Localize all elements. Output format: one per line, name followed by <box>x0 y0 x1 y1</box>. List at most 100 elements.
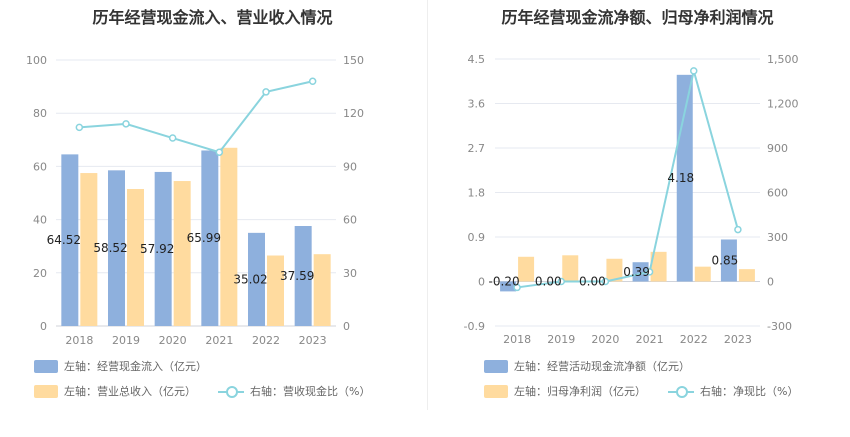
line-point <box>513 283 521 292</box>
y-left-tick-label: 2.7 <box>468 142 486 155</box>
legend-swatch <box>668 385 694 398</box>
y-right-tick-label: 600 <box>767 187 788 200</box>
y-right-tick-label: 60 <box>343 214 357 227</box>
line-point <box>645 268 654 276</box>
line-point <box>168 134 177 142</box>
y-left-tick-label: 1.8 <box>468 187 486 200</box>
bar <box>650 251 667 282</box>
line-point <box>122 120 130 128</box>
bar <box>220 147 238 326</box>
data-label: 0.39 <box>623 265 650 279</box>
line-point <box>308 77 317 86</box>
bar <box>518 256 535 282</box>
bar <box>500 281 517 292</box>
y-right-tick-label: 30 <box>343 267 357 280</box>
y-right-tick-label: 0 <box>343 320 350 333</box>
x-tick-label: 2021 <box>205 334 233 347</box>
x-tick-label: 2023 <box>724 333 752 346</box>
y-right-tick-label: -300 <box>767 320 792 333</box>
bar <box>61 154 79 326</box>
panel-divider <box>427 0 428 410</box>
x-tick-label: 2019 <box>112 334 140 347</box>
y-right-tick-label: 120 <box>343 107 364 120</box>
legend-swatch <box>484 384 508 398</box>
bar <box>738 269 755 282</box>
y-right-tick-label: 150 <box>343 54 364 67</box>
y-right-tick-label: 0 <box>767 276 774 289</box>
bar <box>720 239 737 282</box>
legend-label: 右轴：净现比（%） <box>700 385 799 398</box>
legend-item-cash-ratio[interactable]: 右轴：净现比（%） <box>668 383 798 399</box>
x-tick-label: 2021 <box>636 333 664 346</box>
line-point <box>601 277 610 286</box>
line-point <box>262 88 270 96</box>
data-label: 0.00 <box>535 275 562 289</box>
x-tick-label: 2023 <box>299 334 327 347</box>
data-label: 0.00 <box>579 275 606 289</box>
legend-label: 左轴：归母净利润（亿元） <box>514 385 646 398</box>
line-point <box>690 67 698 75</box>
data-label: 4.18 <box>667 171 694 185</box>
x-tick-label: 2020 <box>159 334 187 347</box>
legend-swatch <box>218 385 244 398</box>
data-label: 57.92 <box>140 242 174 256</box>
x-tick-label: 2020 <box>591 333 619 346</box>
legend-swatch <box>34 384 58 398</box>
bar <box>562 255 579 282</box>
legend-item-revenue[interactable]: 左轴：营业总收入（亿元） <box>34 383 196 399</box>
legend-item-ratio[interactable]: 右轴：营收现金比（%） <box>218 383 370 399</box>
legend-swatch <box>484 359 508 373</box>
bar <box>294 226 312 326</box>
bar <box>267 255 284 326</box>
y-right-tick-label: 900 <box>767 142 788 155</box>
legend-label: 左轴：营业总收入（亿元） <box>64 385 196 398</box>
data-label: 65.99 <box>187 231 221 245</box>
bar <box>108 170 125 326</box>
bar <box>248 232 265 326</box>
y-right-tick-label: 90 <box>343 160 357 173</box>
legend-item-net-cashflow[interactable]: 左轴：经营活动现金流净额（亿元） <box>484 358 690 374</box>
line-point <box>557 277 565 286</box>
bar <box>154 171 172 326</box>
legend-label: 右轴：营收现金比（%） <box>250 385 371 398</box>
chart-title: 历年经营现金流净额、归母净利润情况 <box>501 8 774 27</box>
legend-swatch <box>34 359 58 373</box>
data-label: 58.52 <box>93 241 127 255</box>
y-left-tick-label: 40 <box>33 214 47 227</box>
data-label: 37.59 <box>280 269 314 283</box>
data-label: 0.85 <box>712 253 739 267</box>
y-right-tick-label: 1,200 <box>767 98 799 111</box>
x-tick-label: 2018 <box>503 333 531 346</box>
legend-label: 左轴：经营现金流入（亿元） <box>64 360 207 373</box>
series-line <box>516 70 739 289</box>
bar <box>201 150 219 326</box>
bar <box>80 173 98 326</box>
y-left-tick-label: 20 <box>33 267 47 280</box>
legend-item-inflow[interactable]: 左轴：经营现金流入（亿元） <box>34 358 207 374</box>
y-left-tick-label: 3.6 <box>468 98 486 111</box>
y-right-tick-label: 300 <box>767 231 788 244</box>
y-left-tick-label: 0 <box>478 276 485 289</box>
chart-panel-right: 历年经营现金流净额、归母净利润情况 -0.9 -300 0 0 0.9 300 1.8 600… <box>425 0 850 437</box>
data-label: 64.52 <box>47 233 81 247</box>
line-point <box>734 225 742 234</box>
bar <box>127 189 144 326</box>
y-left-tick-label: 80 <box>33 107 47 120</box>
bar <box>173 181 191 326</box>
y-right-tick-label: 1,500 <box>767 53 799 66</box>
x-tick-label: 2022 <box>680 333 708 346</box>
bar <box>606 258 623 282</box>
bar <box>313 254 331 326</box>
series-line <box>79 80 313 154</box>
data-label: 35.02 <box>233 272 267 286</box>
bar <box>632 262 649 282</box>
chart-panel-left: 历年经营现金流入、营业收入情况 0 0 20 30 40 60 60 90 80 120 100 15… <box>26 8 370 399</box>
y-left-tick-label: 0.9 <box>468 231 486 244</box>
y-left-tick-label: 0 <box>40 320 47 333</box>
bar <box>694 266 711 282</box>
y-left-tick-label: 100 <box>26 54 47 67</box>
x-tick-label: 2022 <box>252 334 280 347</box>
data-label: -0.20 <box>489 275 520 289</box>
legend-item-net-profit[interactable]: 左轴：归母净利润（亿元） <box>484 383 646 399</box>
